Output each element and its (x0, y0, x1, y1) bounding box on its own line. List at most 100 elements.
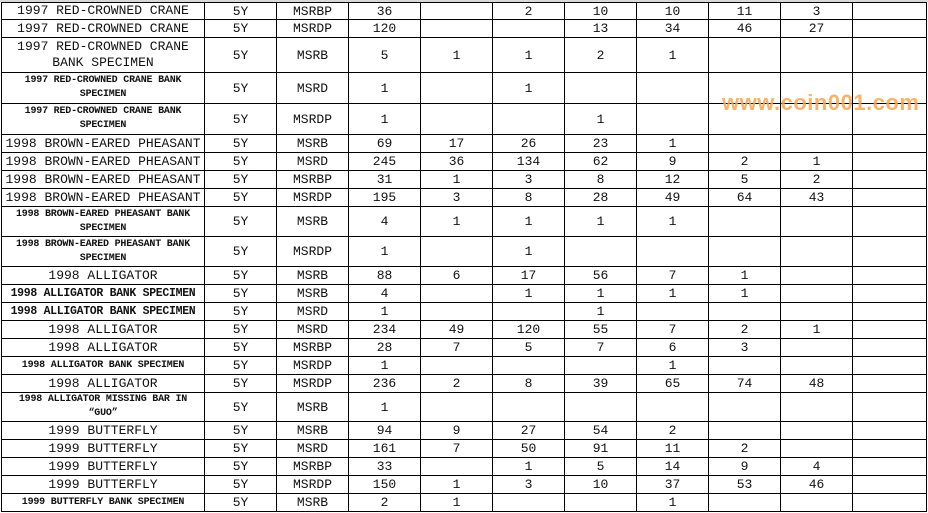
cell-value[interactable]: 94 (348, 421, 421, 440)
cell-value[interactable] (780, 37, 853, 73)
cell-empty[interactable] (852, 103, 927, 135)
cell-type[interactable]: MSRB (276, 206, 349, 237)
cell-value[interactable] (780, 266, 853, 285)
cell-value[interactable]: 49 (420, 320, 493, 339)
cell-value[interactable] (636, 236, 709, 267)
cell-value[interactable] (420, 302, 493, 321)
cell-value[interactable]: 6 (636, 338, 709, 357)
cell-term[interactable]: 5Y (204, 188, 277, 207)
cell-value[interactable]: 150 (348, 475, 421, 494)
cell-value[interactable]: 1 (636, 284, 709, 303)
cell-value[interactable] (492, 103, 565, 135)
cell-value[interactable]: 7 (564, 338, 637, 357)
cell-value[interactable]: 1 (636, 134, 709, 153)
cell-value[interactable] (420, 457, 493, 476)
cell-term[interactable]: 5Y (204, 302, 277, 321)
cell-type[interactable]: MSRD (276, 152, 349, 171)
cell-value[interactable] (780, 392, 853, 422)
cell-empty[interactable] (852, 320, 927, 339)
cell-type[interactable]: MSRB (276, 284, 349, 303)
cell-type[interactable]: MSRD (276, 302, 349, 321)
cell-value[interactable]: 1 (420, 170, 493, 189)
cell-empty[interactable] (852, 236, 927, 267)
cell-type[interactable]: MSRB (276, 421, 349, 440)
cell-value[interactable]: 7 (636, 266, 709, 285)
cell-value[interactable]: 5 (492, 338, 565, 357)
cell-type[interactable]: MSRBP (276, 338, 349, 357)
cell-value[interactable]: 26 (492, 134, 565, 153)
cell-empty[interactable] (852, 475, 927, 494)
cell-value[interactable] (780, 103, 853, 135)
cell-value[interactable]: 7 (420, 338, 493, 357)
cell-value[interactable] (780, 134, 853, 153)
cell-value[interactable] (708, 37, 781, 73)
cell-value[interactable]: 1 (636, 356, 709, 375)
cell-empty[interactable] (852, 457, 927, 476)
cell-name[interactable]: 1997 RED-CROWNED CRANE BANK SPECIMEN (1, 103, 205, 135)
cell-value[interactable]: 1 (492, 206, 565, 237)
cell-value[interactable]: 3 (780, 2, 853, 20)
cell-name[interactable]: 1998 ALLIGATOR MISSING BAR IN “GUO” (1, 392, 205, 422)
cell-value[interactable]: 1 (420, 493, 493, 512)
cell-value[interactable]: 5 (708, 170, 781, 189)
cell-value[interactable] (492, 19, 565, 38)
cell-value[interactable]: 55 (564, 320, 637, 339)
cell-value[interactable]: 4 (780, 457, 853, 476)
cell-empty[interactable] (852, 134, 927, 153)
cell-value[interactable]: 17 (492, 266, 565, 285)
cell-value[interactable]: 2 (780, 170, 853, 189)
cell-type[interactable]: MSRDP (276, 374, 349, 393)
cell-value[interactable] (708, 392, 781, 422)
cell-empty[interactable] (852, 421, 927, 440)
cell-term[interactable]: 5Y (204, 457, 277, 476)
cell-value[interactable]: 9 (420, 421, 493, 440)
cell-value[interactable]: 1 (348, 392, 421, 422)
cell-value[interactable]: 236 (348, 374, 421, 393)
cell-value[interactable] (564, 493, 637, 512)
cell-value[interactable] (492, 302, 565, 321)
cell-term[interactable]: 5Y (204, 284, 277, 303)
cell-value[interactable] (780, 236, 853, 267)
cell-value[interactable]: 27 (780, 19, 853, 38)
cell-value[interactable] (780, 493, 853, 512)
cell-value[interactable]: 6 (420, 266, 493, 285)
cell-name[interactable]: 1998 ALLIGATOR (1, 266, 205, 285)
cell-term[interactable]: 5Y (204, 152, 277, 171)
cell-value[interactable]: 4 (348, 284, 421, 303)
cell-value[interactable] (564, 392, 637, 422)
cell-value[interactable]: 1 (564, 103, 637, 135)
cell-value[interactable] (564, 72, 637, 104)
cell-name[interactable]: 1997 RED-CROWNED CRANE (1, 2, 205, 20)
cell-empty[interactable] (852, 2, 927, 20)
cell-value[interactable] (780, 72, 853, 104)
cell-value[interactable]: 134 (492, 152, 565, 171)
cell-value[interactable]: 11 (636, 439, 709, 458)
cell-value[interactable]: 1 (492, 236, 565, 267)
cell-value[interactable] (708, 421, 781, 440)
cell-value[interactable]: 10 (564, 2, 637, 20)
cell-value[interactable]: 245 (348, 152, 421, 171)
cell-value[interactable]: 69 (348, 134, 421, 153)
cell-value[interactable] (636, 103, 709, 135)
cell-term[interactable]: 5Y (204, 103, 277, 135)
cell-term[interactable]: 5Y (204, 493, 277, 512)
cell-type[interactable]: MSRD (276, 320, 349, 339)
cell-value[interactable]: 37 (636, 475, 709, 494)
cell-value[interactable]: 54 (564, 421, 637, 440)
cell-value[interactable]: 1 (492, 72, 565, 104)
cell-term[interactable]: 5Y (204, 134, 277, 153)
cell-value[interactable]: 34 (636, 19, 709, 38)
cell-value[interactable]: 7 (636, 320, 709, 339)
cell-value[interactable]: 234 (348, 320, 421, 339)
cell-type[interactable]: MSRBP (276, 2, 349, 20)
cell-name[interactable]: 1998 ALLIGATOR BANK SPECIMEN (1, 302, 205, 321)
cell-value[interactable]: 2 (348, 493, 421, 512)
cell-value[interactable]: 1 (492, 457, 565, 476)
cell-value[interactable]: 1 (636, 493, 709, 512)
cell-term[interactable]: 5Y (204, 206, 277, 237)
cell-value[interactable] (708, 103, 781, 135)
cell-type[interactable]: MSRB (276, 134, 349, 153)
cell-name[interactable]: 1998 ALLIGATOR BANK SPECIMEN (1, 284, 205, 303)
cell-value[interactable]: 1 (348, 356, 421, 375)
cell-term[interactable]: 5Y (204, 439, 277, 458)
